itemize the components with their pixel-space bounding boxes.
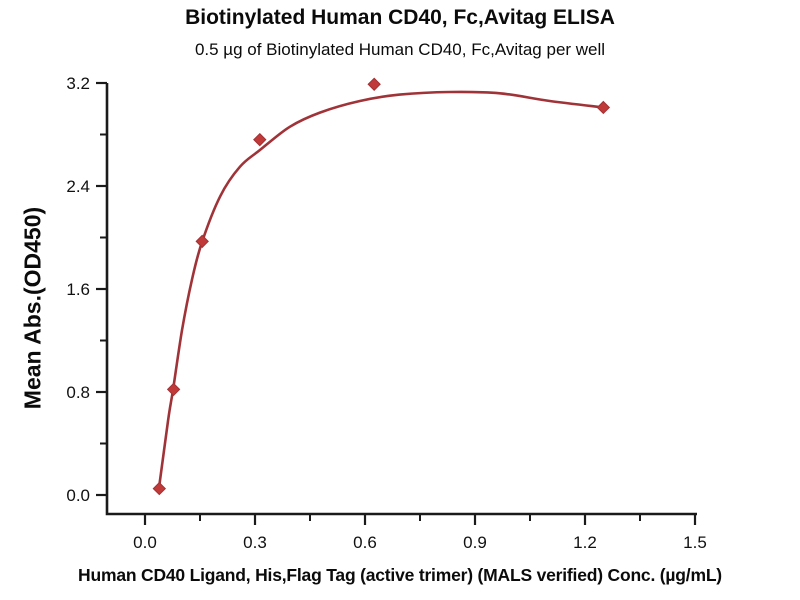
- x-tick-label: 1.5: [683, 533, 707, 552]
- y-tick-label: 0.0: [66, 486, 90, 505]
- y-tick-label: 3.2: [66, 74, 90, 93]
- y-tick-label: 0.8: [66, 383, 90, 402]
- x-tick-label: 1.2: [573, 533, 597, 552]
- data-point-marker: [152, 481, 167, 496]
- y-tick-label: 2.4: [66, 177, 90, 196]
- chart-title: Biotinylated Human CD40, Fc,Avitag ELISA: [185, 6, 615, 29]
- data-point-marker: [195, 234, 209, 249]
- x-axis-ticks: 0.0 0.3 0.6 0.9 1.2 1.5: [133, 514, 707, 552]
- x-axis-label: Human CD40 Ligand, His,Flag Tag (active …: [78, 565, 722, 585]
- chart-subtitle: 0.5 µg of Biotinylated Human CD40, Fc,Av…: [194, 40, 606, 59]
- y-axis-ticks: 0.0 0.8 1.6 2.4 3.2: [66, 74, 107, 505]
- data-points: [152, 77, 611, 496]
- fit-curve: [157, 90, 606, 490]
- x-tick-label: 0.0: [133, 533, 157, 552]
- y-tick-label: 1.6: [66, 280, 90, 299]
- data-point-marker: [166, 382, 181, 397]
- data-point-marker: [253, 132, 267, 147]
- data-point-marker: [596, 100, 611, 115]
- data-point-marker: [367, 77, 381, 91]
- axis-spines: [105, 83, 697, 516]
- x-tick-label: 0.6: [353, 533, 377, 552]
- x-tick-label: 0.3: [243, 533, 267, 552]
- x-tick-label: 0.9: [463, 533, 487, 552]
